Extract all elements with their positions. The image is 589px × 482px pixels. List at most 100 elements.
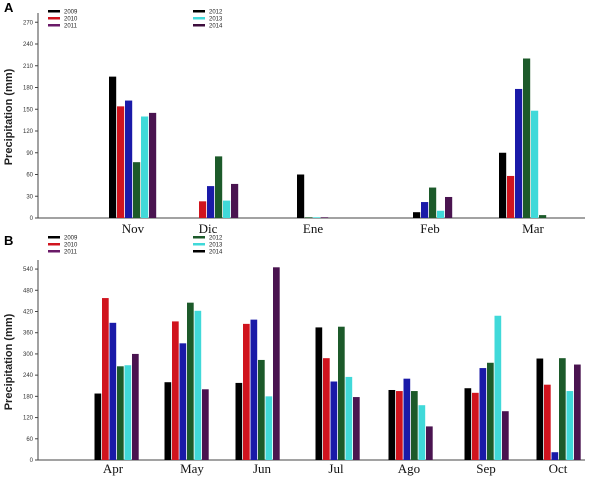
bar-mar-0 [499,152,507,218]
bar-mar-2 [515,88,523,218]
y-tick-label: 240 [23,373,34,379]
y-tick-label: 270 [23,20,34,26]
bar-may-1 [172,321,179,460]
legend-label: 2012 [209,236,223,242]
panel-label: B [4,233,13,248]
legend-label: 2009 [64,10,78,16]
y-tick-label: 480 [23,288,34,294]
x-tick-label: Jul [328,461,344,476]
bar-jun-4 [265,396,273,460]
bar-may-3 [187,302,194,460]
y-tick-label: 120 [23,129,34,135]
legend-label: 2010 [64,243,78,249]
bar-ago-0 [388,389,396,460]
legend-label: 2013 [209,243,223,249]
bar-mar-5 [539,215,547,218]
y-tick-label: 300 [23,352,34,358]
bar-mar-4 [531,110,539,218]
y-tick-label: 90 [26,151,33,157]
bar-nov-5 [149,112,157,218]
bar-may-5 [202,389,209,460]
bar-apr-5 [132,353,139,460]
bar-dic-1 [207,186,215,218]
bar-oct-2 [551,452,559,460]
bar-ene-0 [297,174,305,218]
x-tick-label: Mar [522,221,544,236]
bar-apr-1 [102,298,109,460]
y-axis-label: Precipitation (mm) [3,68,15,165]
bar-feb-4 [445,196,453,218]
bar-ene-1 [305,217,313,218]
x-tick-label: Dic [199,221,218,236]
y-tick-label: 0 [30,458,34,464]
bar-feb-0 [413,212,421,218]
bar-nov-2 [125,100,133,218]
legend-label: 2012 [209,10,223,16]
x-tick-label: Ago [398,461,420,476]
bar-feb-1 [421,202,429,218]
legend-swatch [48,24,60,27]
legend-swatch [193,236,205,239]
bar-jul-3 [338,326,345,460]
legend-label: 2014 [209,24,223,30]
bar-jul-2 [330,381,338,460]
bar-sep-3 [487,362,494,460]
bar-dic-4 [231,183,239,218]
x-tick-label: Oct [549,461,568,476]
legend-swatch [48,17,60,20]
legend-label: 2011 [64,250,78,256]
legend-swatch [48,243,60,246]
bar-feb-2 [429,187,437,218]
y-tick-label: 30 [26,194,33,200]
x-tick-label: Jun [253,461,272,476]
bar-jul-1 [323,358,330,460]
bar-nov-1 [117,106,125,218]
bar-nov-4 [141,116,149,218]
y-tick-label: 360 [23,331,34,337]
y-tick-label: 120 [23,416,34,422]
bar-ago-4 [418,405,426,460]
legend-label: 2010 [64,17,78,23]
bar-ago-1 [396,391,403,460]
bar-jun-0 [235,382,243,460]
bar-ene-3 [321,217,329,218]
bar-jul-4 [345,376,353,460]
y-tick-label: 150 [23,107,34,113]
x-tick-label: Apr [103,461,124,476]
legend-label: 2013 [209,17,223,23]
y-tick-label: 210 [23,64,34,70]
bar-apr-2 [109,322,117,460]
bar-may-2 [179,343,187,460]
bar-jun-1 [243,323,250,460]
bar-nov-3 [133,162,141,218]
bar-jun-2 [250,319,258,460]
bar-dic-2 [215,156,223,218]
bar-apr-0 [94,393,102,460]
bar-sep-2 [479,368,487,460]
bar-jun-3 [258,359,265,460]
y-tick-label: 60 [26,437,33,443]
y-tick-label: 60 [26,173,33,179]
panel-label: A [4,0,14,15]
bar-sep-4 [494,315,502,460]
legend-label: 2011 [64,24,78,30]
bar-may-4 [194,310,202,460]
bar-mar-3 [523,58,531,218]
x-tick-label: Nov [122,221,145,236]
bar-nov-0 [109,76,117,218]
y-tick-label: 0 [30,216,34,222]
y-tick-label: 540 [23,267,34,273]
bar-oct-4 [566,391,574,460]
y-axis-label: Precipitation (mm) [3,313,15,410]
legend-swatch [193,243,205,246]
legend-swatch [193,17,205,20]
legend-swatch [193,250,205,253]
x-tick-label: Feb [420,221,440,236]
bar-oct-1 [544,384,551,460]
y-tick-label: 180 [23,394,34,400]
bar-sep-1 [472,392,479,460]
y-tick-label: 420 [23,310,34,316]
bar-oct-3 [559,358,566,460]
